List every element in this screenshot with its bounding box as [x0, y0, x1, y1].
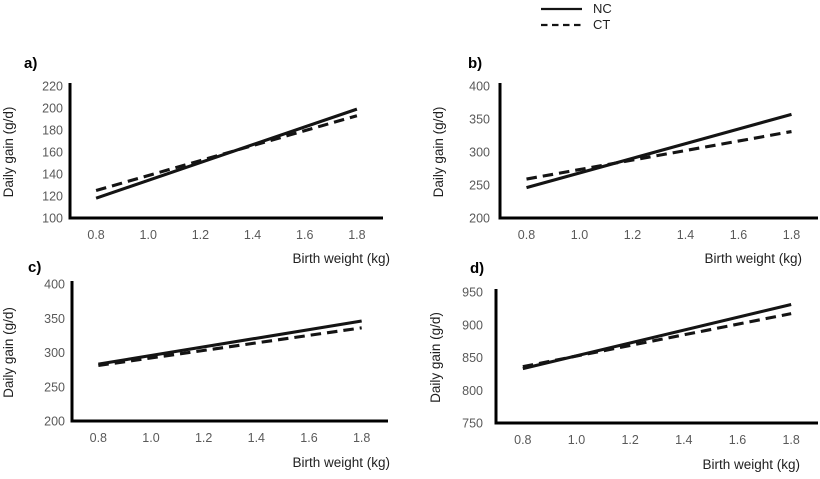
x-tick-label: 1.4: [248, 431, 265, 445]
y-tick-label: 300: [44, 346, 65, 360]
y-tick-label: 100: [42, 212, 63, 226]
x-tick-label: 1.8: [782, 433, 799, 447]
nc-solid-line-icon: [541, 7, 582, 10]
legend-label-nc: NC: [593, 1, 612, 16]
y-tick-label: 160: [42, 146, 63, 160]
ct-series-line: [526, 130, 792, 181]
x-tick-label: 1.2: [192, 228, 209, 242]
x-tick-label: 1.2: [195, 431, 212, 445]
axis-lines: [494, 289, 818, 425]
x-tick-label: 1.8: [348, 228, 365, 242]
y-tick-label: 400: [469, 80, 490, 94]
x-tick-label: 0.8: [87, 228, 104, 242]
y-tick-label: 180: [42, 124, 63, 138]
y-axis-title: Daily gain (g/d): [431, 107, 446, 198]
x-tick-label: 1.6: [300, 431, 317, 445]
y-axis-title: Daily gain (g/d): [428, 312, 443, 403]
nc-series-line: [526, 112, 792, 190]
x-tick-label: 1.4: [244, 228, 261, 242]
x-tick-label: 0.8: [514, 433, 531, 447]
x-axis-title: Birth weight (kg): [702, 457, 800, 472]
y-tick-label: 120: [42, 190, 63, 204]
x-tick-label: 0.8: [90, 431, 107, 445]
panel-label: b): [468, 55, 482, 72]
ct-series-line: [98, 326, 362, 368]
y-tick-label: 140: [42, 168, 63, 182]
panel-label: c): [28, 259, 41, 276]
y-tick-label: 350: [469, 113, 490, 127]
nc-series-line: [98, 319, 362, 366]
y-tick-label: 300: [469, 146, 490, 160]
y-tick-label: 800: [462, 384, 483, 398]
y-tick-label: 950: [462, 286, 483, 300]
chart-panel-c: c) 200 250 300 350 400 0.8 1.0 1.2 1.4 1.6 1.8 Daily…: [1, 259, 390, 470]
legend-entry-nc: NC: [540, 2, 612, 15]
x-tick-label: 1.8: [783, 228, 800, 242]
legend-label-ct: CT: [593, 17, 611, 32]
axis-lines: [68, 83, 383, 220]
x-tick-label: 1.2: [624, 228, 641, 242]
axis-lines: [498, 83, 818, 220]
y-tick-label: 400: [44, 278, 65, 292]
ct-series-line: [522, 312, 792, 369]
y-tick-label: 850: [462, 351, 483, 365]
y-tick-label: 900: [462, 318, 483, 332]
x-tick-label: 0.8: [518, 228, 535, 242]
panel-label: a): [24, 55, 37, 72]
chart-panel-a: a) 100 120 140 160 180 200 220 0.8 1.0 1.2 1.4 1.6 1.…: [1, 55, 390, 266]
y-tick-label: 750: [462, 417, 483, 431]
chart-legend: NC CT: [540, 2, 612, 31]
x-tick-label: 1.6: [730, 228, 747, 242]
y-tick-label: 250: [469, 179, 490, 193]
x-tick-label: 1.0: [140, 228, 157, 242]
x-tick-label: 1.2: [621, 433, 638, 447]
x-tick-label: 1.8: [353, 431, 370, 445]
panel-label: d): [470, 260, 484, 277]
x-tick-label: 1.6: [729, 433, 746, 447]
y-axis-title: Daily gain (g/d): [1, 107, 16, 198]
x-axis-title: Birth weight (kg): [704, 251, 802, 266]
ct-series-line: [95, 114, 358, 192]
nc-series-line: [522, 302, 792, 371]
y-tick-label: 220: [42, 80, 63, 94]
y-axis-title: Daily gain (g/d): [1, 307, 16, 398]
ct-dashed-line-icon: [541, 23, 582, 26]
x-axis-title: Birth weight (kg): [292, 251, 390, 266]
chart-panel-d: d) 750 800 850 900 950 0.8 1.0 1.2 1.4 1.6 1.8 Daily…: [428, 260, 818, 472]
x-axis-title: Birth weight (kg): [292, 455, 390, 470]
legend-entry-ct: CT: [540, 18, 612, 31]
y-tick-label: 200: [42, 102, 63, 116]
x-tick-label: 1.0: [142, 431, 159, 445]
x-tick-label: 1.4: [677, 228, 694, 242]
y-tick-label: 250: [44, 380, 65, 394]
y-tick-label: 200: [469, 212, 490, 226]
x-tick-label: 1.6: [296, 228, 313, 242]
chart-panel-b: b) 200 250 300 350 400 0.8 1.0 1.2 1.4 1.6 1.8 Daily…: [431, 55, 818, 266]
x-tick-label: 1.0: [571, 228, 588, 242]
x-tick-label: 1.4: [675, 433, 692, 447]
y-tick-label: 200: [44, 415, 65, 429]
axis-lines: [70, 281, 388, 423]
x-tick-label: 1.0: [568, 433, 585, 447]
y-tick-label: 350: [44, 312, 65, 326]
